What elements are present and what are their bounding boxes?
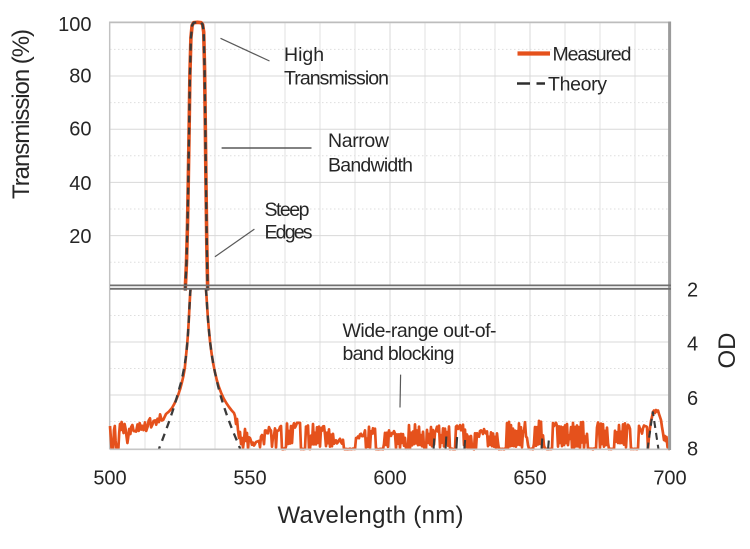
svg-text:OD: OD — [714, 333, 741, 369]
svg-text:60: 60 — [69, 118, 91, 140]
svg-text:Edges: Edges — [265, 221, 313, 243]
svg-text:Wide-range out-of-: Wide-range out-of- — [343, 320, 497, 342]
svg-text:2: 2 — [687, 279, 698, 301]
svg-text:8: 8 — [687, 438, 698, 460]
svg-text:100: 100 — [58, 14, 91, 36]
svg-text:600: 600 — [373, 467, 406, 489]
svg-text:High: High — [284, 44, 324, 66]
svg-text:Wavelength (nm): Wavelength (nm) — [278, 502, 464, 529]
svg-text:6: 6 — [687, 388, 698, 410]
svg-text:Transmission (%): Transmission (%) — [8, 29, 35, 199]
svg-text:band blocking: band blocking — [343, 343, 455, 365]
svg-text:550: 550 — [233, 467, 266, 489]
svg-text:80: 80 — [69, 65, 91, 87]
svg-text:650: 650 — [513, 467, 546, 489]
svg-text:500: 500 — [93, 467, 126, 489]
svg-text:20: 20 — [69, 226, 91, 248]
svg-text:Bandwidth: Bandwidth — [328, 155, 413, 177]
svg-text:Narrow: Narrow — [328, 130, 390, 152]
svg-text:Transmission: Transmission — [284, 67, 389, 89]
svg-text:Measured: Measured — [553, 44, 632, 66]
svg-text:Steep: Steep — [265, 199, 310, 221]
svg-text:700: 700 — [653, 467, 686, 489]
svg-text:40: 40 — [69, 173, 91, 195]
svg-text:Theory: Theory — [548, 74, 607, 96]
svg-text:4: 4 — [687, 333, 698, 355]
